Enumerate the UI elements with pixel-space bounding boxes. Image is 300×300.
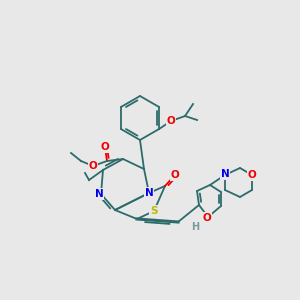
Text: O: O — [100, 142, 109, 152]
Text: O: O — [88, 161, 98, 171]
Text: O: O — [202, 213, 211, 223]
Text: O: O — [171, 170, 179, 180]
Text: N: N — [220, 169, 230, 179]
Text: H: H — [191, 222, 199, 232]
Text: N: N — [94, 189, 103, 199]
Text: N: N — [145, 188, 153, 198]
Text: S: S — [150, 206, 158, 216]
Text: O: O — [167, 116, 176, 126]
Text: O: O — [248, 170, 256, 180]
